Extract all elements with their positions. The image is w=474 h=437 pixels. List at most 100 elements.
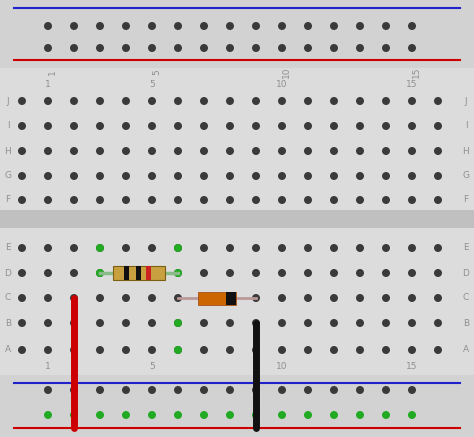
- Circle shape: [44, 244, 52, 252]
- Circle shape: [148, 269, 156, 277]
- Text: J: J: [7, 97, 9, 105]
- Circle shape: [44, 172, 52, 180]
- Circle shape: [252, 147, 260, 155]
- Bar: [198, 291, 236, 305]
- Circle shape: [330, 22, 338, 30]
- Circle shape: [226, 244, 234, 252]
- Circle shape: [382, 147, 390, 155]
- Circle shape: [278, 122, 286, 130]
- Circle shape: [18, 122, 26, 130]
- Circle shape: [226, 196, 234, 204]
- Circle shape: [70, 346, 78, 354]
- Bar: [0, 375, 474, 437]
- Circle shape: [70, 294, 78, 302]
- Text: G: G: [463, 171, 470, 180]
- Text: 5: 5: [152, 69, 161, 75]
- Circle shape: [226, 97, 234, 105]
- Circle shape: [304, 97, 312, 105]
- Text: 1: 1: [45, 362, 51, 371]
- Circle shape: [70, 122, 78, 130]
- Circle shape: [356, 172, 364, 180]
- Circle shape: [278, 269, 286, 277]
- Circle shape: [226, 294, 234, 302]
- Circle shape: [408, 172, 416, 180]
- Circle shape: [44, 411, 52, 419]
- Circle shape: [434, 172, 442, 180]
- Circle shape: [382, 172, 390, 180]
- Circle shape: [200, 172, 208, 180]
- Circle shape: [226, 172, 234, 180]
- Text: A: A: [5, 346, 11, 354]
- Circle shape: [408, 122, 416, 130]
- Circle shape: [226, 411, 234, 419]
- Circle shape: [174, 22, 182, 30]
- Circle shape: [408, 386, 416, 394]
- Circle shape: [44, 269, 52, 277]
- Circle shape: [356, 269, 364, 277]
- Circle shape: [174, 244, 182, 252]
- Circle shape: [174, 386, 182, 394]
- Circle shape: [200, 294, 208, 302]
- Text: 10: 10: [282, 66, 291, 78]
- Bar: [0, 0, 474, 68]
- Circle shape: [252, 97, 260, 105]
- Text: 10: 10: [276, 362, 288, 371]
- Circle shape: [278, 244, 286, 252]
- Circle shape: [304, 244, 312, 252]
- Circle shape: [174, 269, 182, 277]
- Circle shape: [356, 22, 364, 30]
- Circle shape: [70, 97, 78, 105]
- Circle shape: [70, 411, 78, 419]
- Text: E: E: [5, 243, 11, 253]
- Circle shape: [278, 172, 286, 180]
- Circle shape: [252, 294, 260, 302]
- Circle shape: [44, 147, 52, 155]
- Circle shape: [434, 294, 442, 302]
- Circle shape: [304, 386, 312, 394]
- Circle shape: [18, 319, 26, 327]
- Circle shape: [408, 294, 416, 302]
- Circle shape: [200, 97, 208, 105]
- Circle shape: [122, 97, 130, 105]
- Circle shape: [96, 294, 104, 302]
- Circle shape: [200, 386, 208, 394]
- Circle shape: [226, 386, 234, 394]
- Circle shape: [408, 319, 416, 327]
- Circle shape: [382, 244, 390, 252]
- Circle shape: [278, 294, 286, 302]
- Circle shape: [382, 269, 390, 277]
- Circle shape: [148, 172, 156, 180]
- Circle shape: [252, 22, 260, 30]
- Circle shape: [18, 269, 26, 277]
- Circle shape: [434, 122, 442, 130]
- Circle shape: [96, 244, 104, 252]
- Circle shape: [330, 319, 338, 327]
- Circle shape: [44, 294, 52, 302]
- Circle shape: [408, 411, 416, 419]
- Circle shape: [174, 147, 182, 155]
- Circle shape: [174, 319, 182, 327]
- Circle shape: [70, 386, 78, 394]
- Circle shape: [304, 44, 312, 52]
- Circle shape: [70, 147, 78, 155]
- Circle shape: [70, 244, 78, 252]
- Circle shape: [96, 196, 104, 204]
- Circle shape: [96, 22, 104, 30]
- Circle shape: [96, 319, 104, 327]
- Circle shape: [330, 411, 338, 419]
- Circle shape: [434, 346, 442, 354]
- Circle shape: [226, 147, 234, 155]
- Circle shape: [174, 269, 182, 277]
- Text: 5: 5: [149, 80, 155, 89]
- Text: C: C: [463, 294, 469, 302]
- Circle shape: [408, 22, 416, 30]
- Circle shape: [278, 411, 286, 419]
- Circle shape: [200, 44, 208, 52]
- Circle shape: [356, 44, 364, 52]
- Text: 15: 15: [406, 362, 418, 371]
- Circle shape: [434, 244, 442, 252]
- Circle shape: [382, 346, 390, 354]
- Circle shape: [252, 122, 260, 130]
- Circle shape: [70, 44, 78, 52]
- Circle shape: [148, 196, 156, 204]
